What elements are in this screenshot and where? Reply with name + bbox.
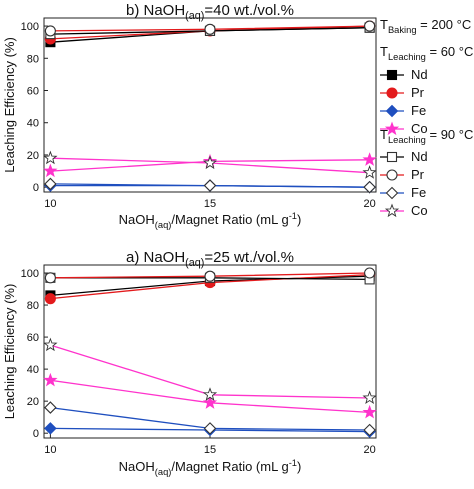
legend: TBaking = 200 °C TLeaching = 60 °C Nd Pr Fe C… [380, 17, 473, 218]
panel-bottom: a) NaOH(aq)=25 wt./vol.% 0 20 40 60 80 100 10 15… [2, 249, 377, 477]
y-tick-label: 100 [21, 21, 39, 33]
y-tick-label: 0 [33, 428, 39, 440]
x-tick-label: 20 [363, 444, 375, 456]
data-point [364, 267, 376, 279]
series-fe-90 [44, 401, 376, 437]
data-point [43, 372, 58, 387]
data-point [364, 20, 376, 32]
data-point [43, 337, 58, 352]
data-point [44, 272, 56, 284]
series-co-60 [43, 372, 377, 419]
y-axis-label: Leaching Efficiency (%) [2, 284, 17, 420]
legend-baking-temp: TBaking = 200 °C [380, 17, 471, 35]
legend-marker [386, 69, 398, 81]
legend-entry-nd-90: Nd [380, 149, 428, 164]
data-point [44, 177, 57, 191]
series-fe-90 [44, 177, 376, 194]
legend-label: Fe [411, 103, 426, 118]
y-tick-label: 40 [27, 118, 39, 130]
series-co-90 [43, 337, 377, 405]
legend-entry-fe-90: Fe [380, 185, 426, 200]
x-tick-label: 20 [363, 198, 375, 210]
legend-entry-co-60: Co [380, 121, 428, 136]
data-point [43, 163, 58, 178]
data-point [44, 401, 57, 414]
y-tick-label: 20 [27, 396, 39, 408]
legend-label: Pr [411, 85, 425, 100]
legend-label: Co [411, 121, 428, 136]
data-point [203, 422, 217, 435]
legend-label: Co [411, 203, 428, 218]
legend-entry-co-90: Co [380, 203, 428, 218]
legend-entry-pr-90: Pr [380, 167, 425, 182]
legend-marker [385, 104, 399, 118]
series-co-90 [43, 150, 377, 179]
y-tick-label: 60 [27, 332, 39, 344]
data-point [202, 387, 218, 401]
series-pr-90 [44, 20, 376, 37]
legend-group-90: TLeaching = 90 °C [380, 127, 473, 145]
data-point [362, 152, 377, 166]
data-point [362, 404, 377, 419]
data-point [362, 390, 377, 405]
data-point [362, 165, 377, 179]
data-point [204, 270, 216, 282]
data-point [363, 180, 376, 194]
y-tick-label: 100 [21, 268, 39, 280]
legend-label: Nd [411, 149, 428, 164]
y-tick-label: 0 [33, 182, 39, 194]
y-tick-label: 20 [27, 150, 39, 162]
x-tick-label: 10 [44, 198, 56, 210]
legend-marker [386, 87, 398, 99]
data-point [204, 23, 216, 35]
x-axis-label: NaOH(aq)/Magnet Ratio (mL g-1) [119, 458, 302, 477]
x-tick-label: 10 [44, 444, 56, 456]
x-tick-label: 15 [204, 198, 216, 210]
panel-top: b) NaOH(aq)=40 wt./vol.% 0 20 40 60 80 100 10 15… [2, 2, 377, 230]
y-tick-label: 60 [27, 86, 39, 98]
series-pr-90 [44, 267, 376, 284]
legend-label: Fe [411, 185, 426, 200]
data-point [363, 423, 376, 437]
y-axis-label: Leaching Efficiency (%) [2, 37, 17, 173]
data-point [202, 155, 218, 170]
legend-entry-fe-60: Fe [380, 103, 426, 118]
legend-label: Nd [411, 67, 428, 82]
legend-label: Pr [411, 167, 425, 182]
y-tick-label: 80 [27, 53, 39, 65]
panel-title: a) NaOH(aq)=25 wt./vol.% [126, 249, 294, 269]
legend-marker [384, 121, 400, 136]
legend-marker [386, 151, 398, 163]
data-point [203, 179, 217, 192]
data-point [202, 395, 218, 409]
y-tick-label: 80 [27, 300, 39, 312]
legend-marker [384, 203, 400, 218]
x-tick-label: 15 [204, 444, 216, 456]
legend-group-60: TLeaching = 60 °C [380, 44, 473, 62]
data-point [43, 150, 58, 165]
legend-marker [386, 169, 398, 181]
legend-entry-nd-60: Nd [380, 67, 428, 82]
data-point [44, 293, 56, 305]
data-point [44, 422, 57, 435]
data-point [44, 25, 56, 37]
x-axis-label: NaOH(aq)/Magnet Ratio (mL g-1) [119, 211, 302, 230]
panel-title: b) NaOH(aq)=40 wt./vol.% [126, 2, 294, 22]
legend-marker [385, 186, 399, 200]
y-tick-label: 40 [27, 364, 39, 376]
legend-entry-pr-60: Pr [380, 85, 425, 100]
